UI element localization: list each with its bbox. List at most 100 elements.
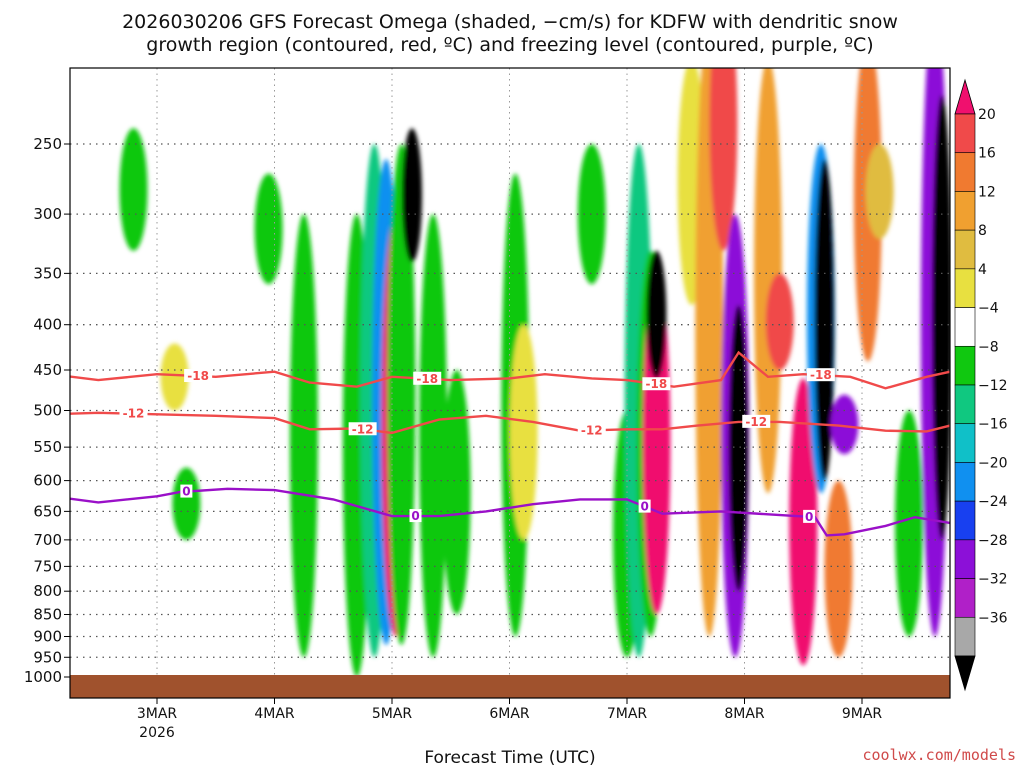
colorbar-segment xyxy=(954,345,976,386)
y-tick-label: 400 xyxy=(33,316,62,334)
x-axis: 3MAR 2026 4MAR 5MAR 6MAR 7MAR 8MAR 9MAR xyxy=(137,698,883,741)
contour-label: 0 xyxy=(411,509,419,523)
omega-shade-blob xyxy=(577,144,606,285)
y-tick-label: 250 xyxy=(33,135,62,153)
y-tick-label: 450 xyxy=(33,361,62,379)
contour-label-background xyxy=(642,377,671,391)
omega-shade-blob xyxy=(895,410,923,637)
contour-label-background xyxy=(577,423,606,437)
colorbar-label: −16 xyxy=(978,417,1008,433)
omega-shade-blob xyxy=(728,304,749,592)
colorbar-label: −20 xyxy=(978,455,1008,471)
colorbar-label: 8 xyxy=(978,223,987,239)
y-tick-label: 650 xyxy=(33,502,62,520)
contour-line-0 xyxy=(70,487,950,537)
contour-label: -12 xyxy=(352,422,374,436)
omega-shade-blob xyxy=(419,214,448,658)
y-tick-label: 350 xyxy=(33,264,62,282)
contour-label: 0 xyxy=(805,510,813,524)
omega-shade-blob xyxy=(254,173,283,285)
colorbar-segment xyxy=(954,152,976,192)
contour-label: -18 xyxy=(187,369,209,383)
y-tick-label: 900 xyxy=(33,627,62,645)
omega-shade-blob xyxy=(765,273,794,370)
omega-shade-blob xyxy=(289,214,318,658)
omega-shade-blob xyxy=(646,250,667,379)
colorbar-segment xyxy=(954,616,976,657)
contour-layer: -18 -18 -18 -18 -12 -12 -12 -12 0 0 0 0 xyxy=(70,350,950,537)
colorbar-label: −24 xyxy=(978,494,1008,510)
contour-label-background xyxy=(184,369,213,383)
y-axis: 250 300 350 400 450 500 550 600 650 700 750 800 850 9… xyxy=(24,135,70,686)
y-tick-label: 600 xyxy=(33,472,62,490)
ground-band xyxy=(70,675,950,698)
omega-shade-blob xyxy=(824,480,853,658)
colorbar: 20 16 12 8 4 −4 −8 −12 −16 −20 −24 −28 −32 −36 xyxy=(954,78,1008,692)
omega-shade-blob xyxy=(119,128,148,251)
colorbar-top-arrow xyxy=(954,78,976,115)
y-tick-label: 1000 xyxy=(24,668,62,686)
colorbar-segment xyxy=(954,578,976,618)
contour-label: 0 xyxy=(640,500,648,514)
x-tick-label: 9MAR xyxy=(842,706,883,722)
y-tick-label: 950 xyxy=(33,648,62,666)
x-tick-sublabel: 2026 xyxy=(139,725,175,741)
x-tick-label: 4MAR xyxy=(254,706,295,722)
contour-label-background xyxy=(638,499,651,513)
omega-shade-blob xyxy=(172,467,201,540)
contour-label: 0 xyxy=(182,485,190,499)
x-tick-label: 7MAR xyxy=(607,706,648,722)
contour-label: -12 xyxy=(581,423,603,437)
contour-label: -18 xyxy=(810,368,832,382)
contour-label-background xyxy=(803,509,816,523)
contour-label-background xyxy=(348,422,377,436)
omega-shade-blob xyxy=(709,68,738,251)
omega-shade-blob xyxy=(814,159,835,481)
colorbar-segment xyxy=(954,423,976,463)
colorbar-label: −4 xyxy=(978,301,999,317)
colorbar-segment xyxy=(954,191,976,231)
colorbar-label: −36 xyxy=(978,610,1008,626)
colorbar-segment xyxy=(954,462,976,502)
colorbar-label: 16 xyxy=(978,146,996,162)
omega-shading-layer xyxy=(119,68,950,677)
colorbar-label: 12 xyxy=(978,184,996,200)
colorbar-label: −28 xyxy=(978,533,1008,549)
omega-shade-blob xyxy=(865,144,894,239)
x-tick-label: 3MAR xyxy=(137,706,178,722)
omega-shade-blob xyxy=(754,68,782,494)
contour-label-background xyxy=(806,368,835,382)
colorbar-segment xyxy=(954,500,976,541)
contour-label: -12 xyxy=(123,407,145,421)
omega-shade-blob xyxy=(442,369,471,615)
colorbar-label: −12 xyxy=(978,378,1008,394)
x-tick-label: 5MAR xyxy=(372,706,413,722)
credit-text[interactable]: coolwx.com/models xyxy=(862,746,1016,764)
omega-shade-blob xyxy=(387,144,416,645)
omega-shade-blob xyxy=(160,343,189,411)
colorbar-segment xyxy=(954,539,976,579)
y-tick-label: 300 xyxy=(33,205,62,223)
chart-title-line2: growth region (contoured, red, ºC) and f… xyxy=(146,34,873,56)
colorbar-segment xyxy=(954,268,976,308)
colorbar-segment xyxy=(954,384,976,425)
contour-label-background xyxy=(180,484,193,498)
x-tick-label: 6MAR xyxy=(489,706,530,722)
contour-label-background xyxy=(742,414,771,428)
omega-shade-blob xyxy=(931,94,950,540)
contour-label-background xyxy=(119,406,148,420)
y-tick-label: 500 xyxy=(33,402,62,420)
colorbar-label: 4 xyxy=(978,262,987,278)
colorbar-segment xyxy=(954,229,976,270)
colorbar-segment xyxy=(954,113,976,154)
contour-label: -18 xyxy=(646,377,668,391)
contour-label: -12 xyxy=(745,415,767,429)
colorbar-label: −32 xyxy=(978,572,1008,588)
contour-label-background xyxy=(409,509,422,523)
colorbar-label: −8 xyxy=(978,339,999,355)
colorbar-label: 20 xyxy=(978,107,996,123)
x-tick-label: 8MAR xyxy=(724,706,765,722)
contour-label-background xyxy=(413,371,442,385)
y-tick-label: 850 xyxy=(33,606,62,624)
